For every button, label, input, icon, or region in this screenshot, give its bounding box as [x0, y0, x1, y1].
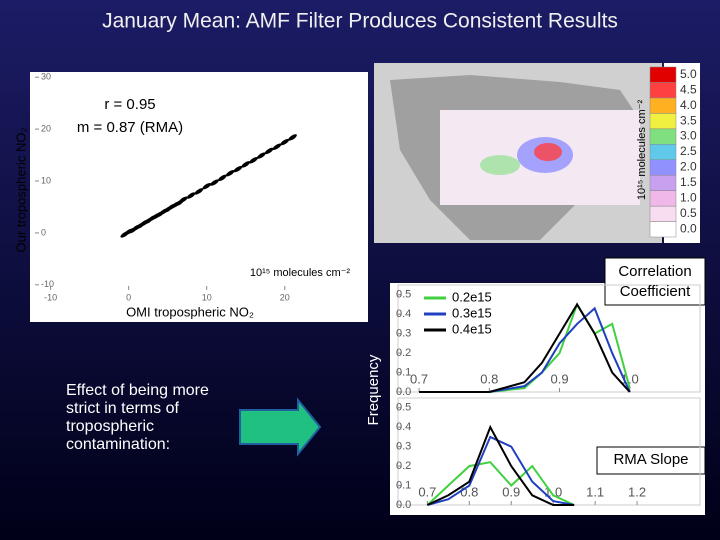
- colorbar-tick-label: 1.0: [680, 191, 697, 205]
- point: [225, 170, 235, 177]
- label-box: [596, 446, 706, 475]
- colorbar-tick-label: 5.0: [680, 67, 697, 81]
- colorbar-cell: [649, 159, 677, 176]
- label-box: [604, 257, 706, 306]
- legend-label: 0.2e15: [452, 289, 492, 304]
- colorbar-tick-label: 0.0: [680, 221, 697, 235]
- annotation: r = 0.95: [104, 96, 155, 113]
- y-tick-label: 0.3: [396, 441, 411, 453]
- y-axis-label: Our tropospheric NO₂: [13, 128, 28, 253]
- x-axis-label: OMI tropospheric NO₂: [126, 304, 254, 319]
- colorbar-tick-label: 0.5: [680, 206, 697, 220]
- y-tick-label: 0.5: [396, 402, 411, 414]
- point: [264, 147, 274, 155]
- y-tick-label: 0.2: [396, 347, 411, 359]
- y-tick-label: 0.0: [396, 386, 411, 398]
- point: [288, 134, 297, 141]
- x-tick-label: 10: [202, 292, 212, 302]
- colorbar-cell: [649, 128, 677, 145]
- x-tick-label: 0.8: [480, 371, 498, 386]
- y-tick-label: 0: [41, 227, 46, 237]
- colorbar-cell: [649, 82, 677, 99]
- y-tick-label: 0.5: [396, 289, 411, 301]
- colorbar-tick-label: 4.5: [680, 82, 697, 96]
- point: [210, 179, 219, 186]
- point: [233, 165, 243, 173]
- y-tick-label: 0.0: [396, 499, 411, 511]
- x-tick-label: 1.2: [628, 484, 646, 499]
- x-tick-label: 0.9: [550, 371, 568, 386]
- point: [280, 138, 290, 146]
- map-blob: [534, 143, 562, 161]
- colorbar-cell: [649, 113, 677, 130]
- y-tick-label: 0.4: [396, 421, 411, 433]
- point: [241, 161, 251, 168]
- point: [257, 152, 266, 159]
- y-axis-label: Frequency: [365, 354, 382, 425]
- series-line: [427, 435, 575, 506]
- x-axis-label: RMA Slope: [613, 451, 688, 468]
- x-axis-label: Correlation Coefficient: [618, 263, 691, 300]
- map-blob: [480, 155, 520, 175]
- point: [272, 143, 282, 150]
- colorbar-cell: [649, 66, 677, 83]
- colorbar-cell: [649, 174, 677, 191]
- arrow: [239, 397, 322, 457]
- colorbar-tick-label: 3.0: [680, 129, 697, 143]
- colorbar-cell: [649, 144, 677, 160]
- colorbar-tick-label: 3.5: [680, 113, 697, 127]
- y-tick-label: 0.3: [396, 328, 411, 340]
- point: [202, 182, 212, 190]
- legend-label: 0.3e15: [452, 305, 492, 320]
- series-line: [426, 424, 575, 506]
- x-tick-label: 0.7: [418, 484, 436, 499]
- colorbar-cell: [649, 205, 677, 222]
- note: Effect of being more strict in terms of …: [66, 382, 209, 453]
- series-line: [426, 461, 575, 506]
- x-tick-label: 20: [280, 292, 290, 302]
- plot-frame: [397, 284, 701, 393]
- y-tick-label: 10: [41, 175, 51, 185]
- colorbar-tick-label: 2.5: [680, 144, 697, 158]
- slide-title: January Mean: AMF Filter Produces Consis…: [102, 10, 618, 33]
- x-tick-label: 0.7: [410, 371, 428, 386]
- point: [186, 192, 196, 199]
- colorbar-tick-label: 4.0: [680, 98, 697, 112]
- point: [217, 174, 227, 182]
- series-line: [419, 302, 631, 393]
- point: [178, 196, 188, 203]
- colorbar-tick-label: 1.5: [680, 175, 697, 189]
- point: [194, 188, 204, 195]
- x-tick-label: 1.1: [586, 484, 604, 499]
- scatter-panel: [30, 72, 368, 322]
- plot-frame: [397, 397, 701, 506]
- y-tick-label: 0.4: [396, 308, 411, 320]
- colorbar-cell: [649, 190, 677, 207]
- y-tick-label: 0.1: [396, 366, 411, 378]
- x-tick-label: 0.9: [502, 484, 520, 499]
- colorbar-cell: [649, 97, 677, 114]
- y-tick-label: 20: [41, 123, 51, 133]
- x-tick-label: -10: [44, 292, 57, 302]
- annotation: m = 0.87 (RMA): [77, 119, 183, 136]
- legend-label: 0.4e15: [452, 321, 492, 336]
- x-tick-label: 0: [126, 292, 131, 302]
- y-tick-label: 30: [41, 72, 51, 82]
- histogram-panel: [390, 283, 705, 515]
- colorbar-cell: [649, 221, 677, 238]
- units: 10¹⁵ molecules cm⁻²: [250, 267, 351, 279]
- point: [249, 157, 258, 164]
- y-tick-label: 0.2: [396, 460, 411, 472]
- y-tick-label: 0.1: [396, 479, 411, 491]
- units: 10¹⁵ molecules cm⁻²: [636, 100, 648, 201]
- y-tick-label: -10: [41, 279, 54, 289]
- colorbar-tick-label: 2.0: [680, 160, 697, 174]
